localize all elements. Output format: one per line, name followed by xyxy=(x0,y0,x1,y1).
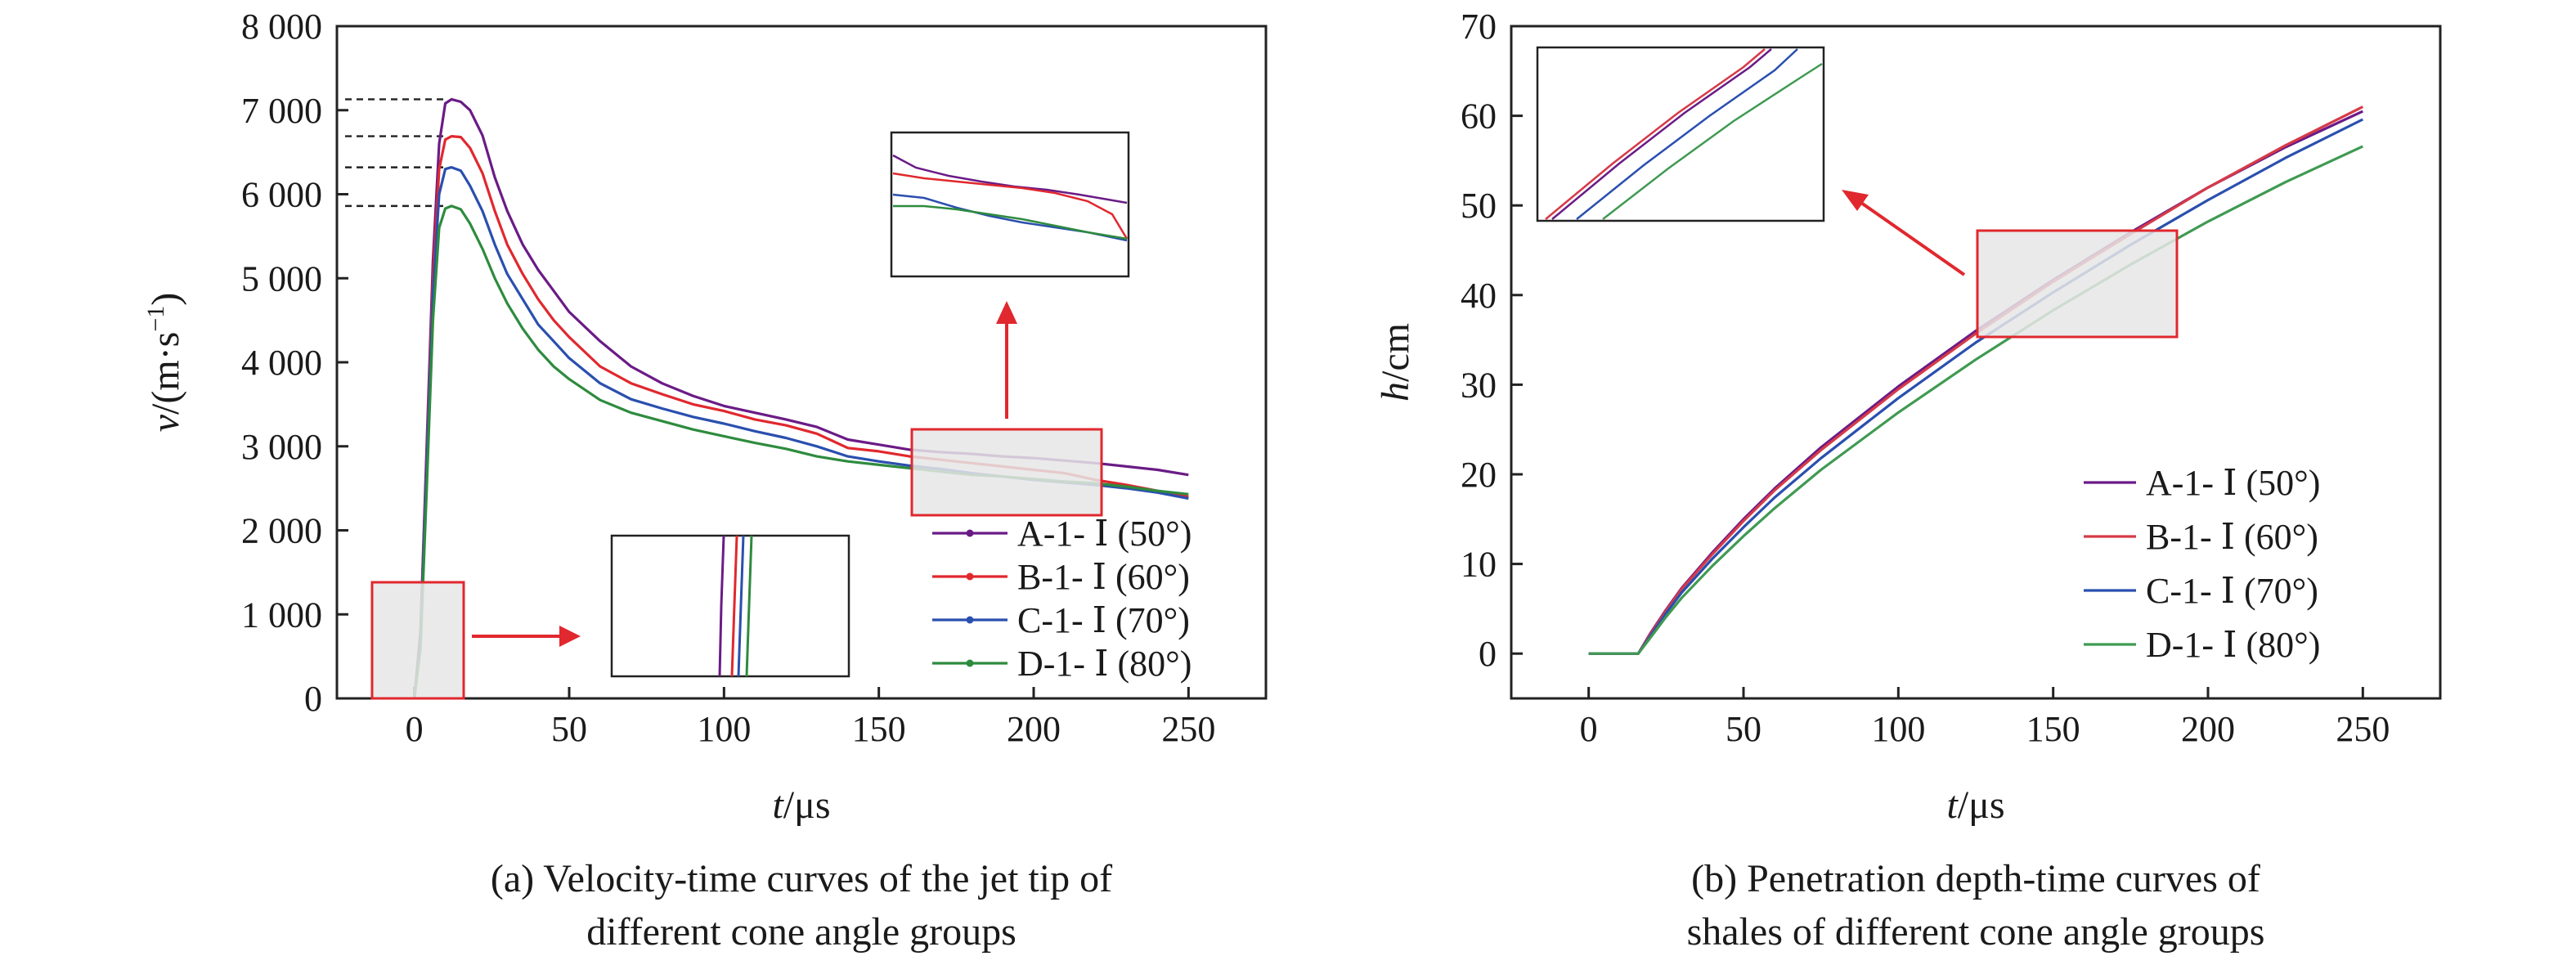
x-axis-var-a: t xyxy=(772,783,784,827)
y-tick-label: 70 xyxy=(1461,7,1497,47)
zoom-region-b xyxy=(1976,229,2179,339)
zoom-region-onset xyxy=(370,581,465,700)
y-tick-label: 0 xyxy=(1479,634,1497,674)
x-tick-label: 250 xyxy=(2336,709,2390,749)
x-axis-label-a: t/μs xyxy=(772,783,830,827)
velocity-time-chart: 0 50 100 150 200 250 0 1 000 2 000 3 000 4 000 5 00… xyxy=(142,7,1268,954)
inset-onset-line-b xyxy=(730,535,738,677)
x-tick-label: 0 xyxy=(1580,709,1598,749)
legend-marker-a-4 xyxy=(966,659,974,667)
y-tick-label: 3 000 xyxy=(241,427,322,467)
y-tick-label: 30 xyxy=(1461,365,1497,405)
x-tick-label: 200 xyxy=(1007,709,1061,749)
x-tick-label: 0 xyxy=(406,709,424,749)
inset-b-lines xyxy=(1545,48,1823,220)
y-axis-sup-a: −1 xyxy=(142,306,169,332)
y-axis-var-b: h xyxy=(1374,382,1417,402)
y-tick-label: 7 000 xyxy=(241,91,322,131)
x-tick-label: 200 xyxy=(2181,709,2235,749)
x-axis-unit-b: /μs xyxy=(1958,783,2005,827)
y-tick-label: 50 xyxy=(1461,186,1497,226)
y-axis-unit-a: /(m·s xyxy=(144,332,187,415)
x-tick-label: 150 xyxy=(852,709,906,749)
inset-b-line-c xyxy=(1576,48,1798,220)
zoom-arrow-b xyxy=(1860,201,1966,276)
y-tick-label: 1 000 xyxy=(241,595,322,635)
y-axis-label-a: v/(m·s−1) xyxy=(142,293,187,433)
y-axis-var-a: v xyxy=(144,414,187,432)
inset-tail-line-d xyxy=(893,204,1128,240)
caption-b-line-1: (b) Penetration depth-time curves of xyxy=(1691,857,2260,900)
inset-tail-lines xyxy=(892,154,1129,242)
legend-a: A-1- Ⅰ (50°)B-1- Ⅰ (60°)C-1- Ⅰ (70°)D-1-… xyxy=(932,514,1192,684)
y-tick-label: 5 000 xyxy=(241,258,322,298)
zoom-arrow-tail-head xyxy=(996,301,1017,324)
y-tick-label: 6 000 xyxy=(241,175,322,215)
inset-tail xyxy=(890,131,1130,278)
inset-onset-line-d xyxy=(745,535,753,677)
legend-b: A-1- Ⅰ (50°) B-1- Ⅰ (60°) C-1- Ⅰ (70°) D-1-… xyxy=(2084,463,2320,665)
x-axis-unit-a: /μs xyxy=(783,783,831,827)
inset-onset-line-c xyxy=(737,535,745,677)
x-tick-label: 50 xyxy=(551,709,587,749)
y-axis-unit-b: /cm xyxy=(1374,323,1417,382)
series-line-b-3 xyxy=(1588,118,2364,655)
x-tick-label: 50 xyxy=(1726,709,1761,749)
legend-label-b-4: D-1- Ⅰ (80°) xyxy=(2146,625,2320,665)
legend-label-b-2: B-1- Ⅰ (60°) xyxy=(2146,517,2318,557)
inset-b-line-d xyxy=(1602,62,1823,220)
zoom-arrow-onset-head xyxy=(559,626,581,647)
inset-onset-lines xyxy=(718,535,753,677)
y-tick-label: 4 000 xyxy=(241,343,322,383)
y-tick-label: 60 xyxy=(1461,96,1497,137)
legend-marker-a-1 xyxy=(966,529,974,537)
legend-marker-a-3 xyxy=(966,616,974,624)
caption-a-line-2: different cone angle groups xyxy=(586,910,1016,954)
y-tick-label: 8 000 xyxy=(241,7,322,47)
inset-onset-line-a xyxy=(718,535,725,677)
peak-guide-lines xyxy=(345,98,446,208)
caption-b-line-2: shales of different cone angle groups xyxy=(1687,910,2265,954)
x-tick-label: 100 xyxy=(697,709,751,749)
legend-label-a-1: A-1- Ⅰ (50°) xyxy=(1017,514,1192,554)
legend-marker-a-2 xyxy=(966,572,974,581)
inset-b-line-a xyxy=(1551,48,1772,220)
x-axis-var-b: t xyxy=(1946,783,1959,827)
legend-label-a-4: D-1- Ⅰ (80°) xyxy=(1017,644,1192,684)
inset-b-line-b xyxy=(1545,48,1766,220)
x-tick-label: 150 xyxy=(2026,709,2080,749)
y-tick-label: 0 xyxy=(304,679,322,719)
y-tick-label: 10 xyxy=(1461,545,1497,585)
legend-label-b-1: A-1- Ⅰ (50°) xyxy=(2146,463,2320,503)
x-tick-label: 250 xyxy=(1161,709,1215,749)
inset-tail-line-b xyxy=(892,172,1129,240)
legend-label-a-3: C-1- Ⅰ (70°) xyxy=(1017,600,1190,640)
y-tick-label: 20 xyxy=(1461,455,1497,495)
legend-label-a-2: B-1- Ⅰ (60°) xyxy=(1017,557,1190,597)
inset-tail-line-a xyxy=(892,154,1128,204)
axis-ticks-b: 0 50 100 150 200 250 0 10 20 30 40 50 60 70 xyxy=(1461,7,2390,749)
depth-time-chart: 0 50 100 150 200 250 0 10 20 30 40 50 60 70 A-1- Ⅰ (5… xyxy=(1374,7,2442,954)
inset-onset xyxy=(610,534,850,678)
x-tick-label: 100 xyxy=(1871,709,1925,749)
y-axis-tail-a: ) xyxy=(144,293,187,306)
y-axis-label-b: h/cm xyxy=(1374,323,1417,402)
y-tick-label: 2 000 xyxy=(241,511,322,551)
y-tick-label: 40 xyxy=(1461,276,1497,316)
caption-a-line-1: (a) Velocity-time curves of the jet tip … xyxy=(491,857,1112,900)
legend-label-b-3: C-1- Ⅰ (70°) xyxy=(2146,571,2318,611)
zoom-arrow-b-head xyxy=(1842,190,1869,211)
axis-ticks-a: 0 50 100 150 200 250 0 1 000 2 000 3 000 4 000 5 00… xyxy=(241,7,1215,749)
x-axis-label-b: t/μs xyxy=(1946,783,2004,827)
plot-frame-b xyxy=(1510,25,2442,700)
zoom-region-tail xyxy=(910,428,1103,517)
